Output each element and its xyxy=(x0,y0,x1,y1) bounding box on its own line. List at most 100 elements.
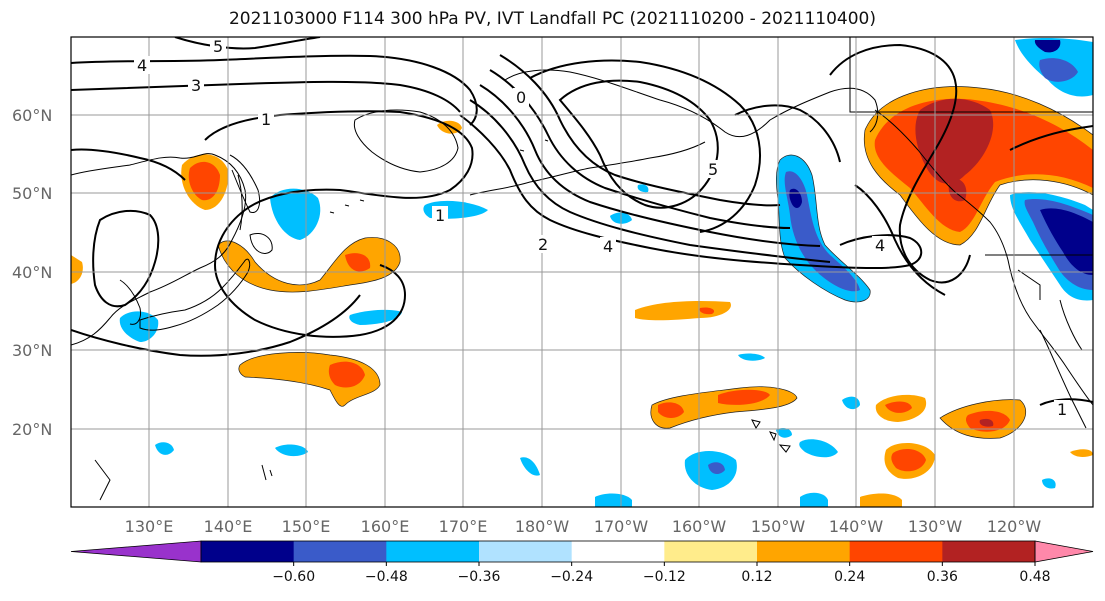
shade-alaska-ne-navy xyxy=(1034,40,1061,53)
border-state1 xyxy=(1017,269,1041,300)
lon-label: 180°W xyxy=(515,517,570,536)
contour-trough-3 xyxy=(479,84,821,247)
shade-misc-blue5 xyxy=(776,427,792,438)
contour-ridge-a xyxy=(558,79,719,209)
shade-alaska-ne-mid xyxy=(1039,58,1078,82)
shade-misc-blue4 xyxy=(738,353,765,361)
shade-se5 xyxy=(1070,449,1093,457)
coast-sakhalin xyxy=(237,174,243,231)
lat-label: 60°N xyxy=(12,106,52,125)
colorbar: −0.60 −0.48 −0.36 −0.24 −0.12 0.12 0.24 0.36 0.4… xyxy=(70,540,1094,585)
shade-small-blue2 xyxy=(637,184,649,193)
contour-trough-5 xyxy=(499,54,781,207)
contour-1-mid xyxy=(71,148,186,181)
shade-japan-blue2 xyxy=(349,309,402,325)
lat-label: 20°N xyxy=(12,420,52,439)
contour-south-west xyxy=(71,294,361,357)
contour-label: 4 xyxy=(875,236,885,255)
lon-label: 130°E xyxy=(125,517,174,536)
shade-okhotsk-red xyxy=(188,161,220,201)
shade-cp-small-red xyxy=(699,307,715,315)
shade-kuril-blue xyxy=(270,188,321,240)
colorbar-tick-label: 0.48 xyxy=(1019,569,1050,585)
shade-misc-blue8 xyxy=(800,492,828,507)
contour-label-group: 5 4 3 1 0 1 2 4 5 4 1 xyxy=(134,37,1070,419)
contour-label: 5 xyxy=(213,37,223,56)
colorbar-extend-low xyxy=(70,540,202,563)
contour-3 xyxy=(71,80,461,113)
shade-bc-darkred2 xyxy=(948,178,967,202)
shade-misc-blue7 xyxy=(595,493,632,507)
lon-label: 130°W xyxy=(908,517,963,536)
isl-aleut-dots xyxy=(329,139,549,214)
colorbar-tick-label: 0.12 xyxy=(741,569,772,585)
lat-axis: 60°N 50°N 40°N 30°N 20°N xyxy=(12,106,52,439)
contour-east-ridge2 xyxy=(854,184,946,296)
shade-misc-blue6 xyxy=(799,439,838,458)
colorbar-tick-label: −0.12 xyxy=(643,569,686,585)
isl-hawaii3 xyxy=(778,444,791,453)
colorbar-segment xyxy=(571,541,665,562)
contour-ridge-c xyxy=(734,104,841,163)
shade-misc-blue2 xyxy=(155,442,174,455)
contour-trough-2 xyxy=(469,99,831,263)
lat-label: 50°N xyxy=(12,184,52,203)
lon-label: 140°W xyxy=(829,517,884,536)
coast-bc xyxy=(874,109,1093,406)
colorbar-tick-label: −0.60 xyxy=(272,569,315,585)
border-alaska-canada xyxy=(849,37,1093,113)
shade-se2-dark xyxy=(979,418,994,427)
colorbar-segment xyxy=(942,541,1036,562)
coast-aleutians xyxy=(469,141,706,196)
colorbar-segment xyxy=(849,541,943,562)
shade-misc-blue9 xyxy=(520,457,540,476)
colorbar-segment xyxy=(386,541,480,562)
contour-se-1 xyxy=(1039,398,1093,406)
coast-japan xyxy=(139,258,251,331)
shade-se1-red xyxy=(885,401,912,413)
contour-5-top xyxy=(174,37,321,50)
colorbar-segment xyxy=(201,541,295,562)
colorbar-segment xyxy=(757,541,851,562)
lat-label: 40°N xyxy=(12,263,52,282)
colorbar-tick-label: −0.24 xyxy=(550,569,593,585)
colorbar-segment xyxy=(664,541,758,562)
contour-trough-4 xyxy=(489,69,791,229)
coastlines xyxy=(71,37,1093,501)
border-state2 xyxy=(1059,299,1083,351)
colorbar-tick-label: 0.24 xyxy=(834,569,865,585)
shade-ne-pac-navy xyxy=(789,188,802,208)
colorbar-tick-label: −0.36 xyxy=(458,569,501,585)
shade-se4 xyxy=(860,493,902,507)
map-layers: 5 4 3 1 0 1 2 4 5 4 1 xyxy=(71,37,1093,507)
shade-misc-blue1 xyxy=(275,444,308,457)
isl-hawaii1 xyxy=(751,419,761,429)
contour-label: 2 xyxy=(538,235,548,254)
contour-ridge-b xyxy=(529,59,761,233)
shade-hawaii-red1 xyxy=(658,402,684,418)
contour-japan-loop xyxy=(92,209,160,308)
contour-label: 3 xyxy=(191,76,201,95)
contour-label: 0 xyxy=(516,88,526,107)
shade-se3-red xyxy=(891,448,926,472)
shade-west-edge xyxy=(71,255,83,284)
contour-trough-1 xyxy=(459,114,923,270)
contour-label: 1 xyxy=(435,206,445,225)
coast-alaska-west xyxy=(353,109,459,173)
lon-label: 150°W xyxy=(751,517,806,536)
coast-hokkaido xyxy=(249,233,273,254)
shade-ne-pac-blue-mid xyxy=(784,171,860,292)
contour-4 xyxy=(71,54,478,126)
shade-west-us-navy xyxy=(1040,208,1093,275)
shade-subtrop-west-red xyxy=(328,361,365,388)
shade-hawaii-blue-mid xyxy=(708,462,725,475)
contour-label: 4 xyxy=(603,237,613,256)
map-frame xyxy=(70,36,1094,508)
contour-1-outer xyxy=(204,110,474,338)
lon-label: 160°W xyxy=(672,517,727,536)
lon-axis: 130°E 140°E 150°E 160°E 170°E 180°W 170°… xyxy=(125,517,1042,536)
shade-misc-blue10 xyxy=(1042,478,1056,489)
contour-label: 1 xyxy=(1057,400,1067,419)
gridlines xyxy=(71,37,1093,507)
